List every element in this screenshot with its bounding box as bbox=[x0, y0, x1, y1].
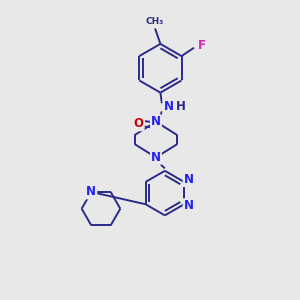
Text: H: H bbox=[176, 100, 186, 113]
Text: CH₃: CH₃ bbox=[145, 17, 164, 26]
Text: F: F bbox=[198, 39, 206, 52]
Text: N: N bbox=[184, 199, 194, 212]
Text: N: N bbox=[184, 173, 194, 186]
Text: N: N bbox=[164, 100, 173, 113]
Text: N: N bbox=[151, 115, 161, 128]
Text: O: O bbox=[134, 117, 144, 130]
Text: N: N bbox=[151, 151, 161, 164]
Text: N: N bbox=[86, 185, 96, 199]
